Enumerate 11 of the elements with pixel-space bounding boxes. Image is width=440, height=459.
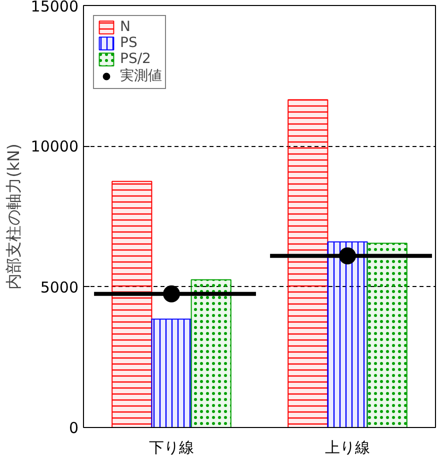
x-tick-label: 下り線	[149, 438, 194, 456]
y-tick-label: 0	[68, 419, 79, 437]
y-axis-title: 内部支柱の軸力(kN)	[4, 144, 23, 290]
y-tick-label: 15000	[30, 0, 78, 16]
x-tick-label: 上り線	[325, 438, 370, 456]
y-tick-label: 5000	[40, 278, 79, 296]
legend-label: 実測値	[120, 67, 162, 85]
legend-label: PS/2	[120, 51, 151, 67]
y-tick-label: 10000	[30, 138, 78, 156]
legend-label: PS	[120, 35, 138, 51]
legend-label: N	[120, 19, 132, 35]
